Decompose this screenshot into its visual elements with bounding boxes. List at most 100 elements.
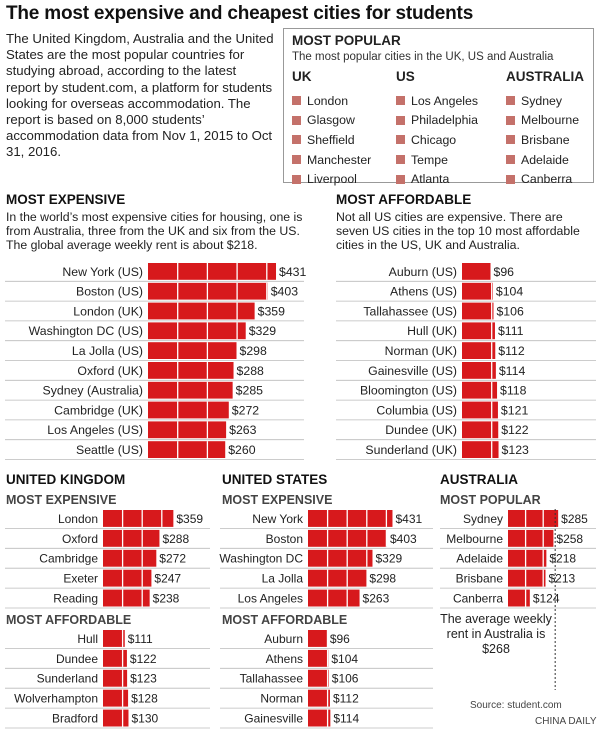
value-label: $122 — [130, 652, 157, 666]
bar — [103, 529, 160, 547]
value-label: $272 — [159, 552, 186, 566]
category-label: Tallahassee (US) — [363, 304, 457, 318]
category-label: Oxford (UK) — [77, 364, 143, 378]
popular-city: Melbourne — [506, 111, 584, 131]
category-label: Cambridge (UK) — [54, 403, 143, 417]
category-label: Hull — [77, 632, 98, 646]
value-label: $124 — [533, 592, 560, 606]
value-label: $96 — [330, 632, 350, 646]
most-popular-subtitle: The most popular cities in the UK, US an… — [292, 51, 554, 63]
category-label: Reading — [53, 592, 98, 606]
value-label: $128 — [131, 692, 158, 706]
popular-city: Glasgow — [292, 111, 371, 131]
square-icon — [292, 115, 301, 125]
category-label: Dundee — [56, 652, 98, 666]
value-label: $123 — [502, 443, 530, 457]
uk-expensive-title: MOST EXPENSIVE — [6, 493, 117, 507]
value-label: $359 — [258, 304, 286, 318]
category-label: Cambridge — [39, 552, 98, 566]
category-label: Los Angeles (US) — [47, 423, 143, 437]
square-icon — [292, 96, 301, 106]
popular-city: Sheffield — [292, 130, 371, 150]
category-label: London — [58, 512, 98, 526]
category-label: Wolverhampton — [14, 692, 98, 706]
value-label: $104 — [331, 652, 358, 666]
category-label: Sunderland — [37, 672, 98, 686]
value-label: $263 — [229, 423, 257, 437]
bar — [148, 381, 233, 399]
category-label: Boston — [266, 532, 303, 546]
popular-column-head: US — [396, 69, 415, 84]
popular-column-australia: AUSTRALIA Sydney Melbourne Brisbane Adel… — [506, 69, 584, 189]
value-label: $213 — [548, 572, 575, 586]
category-label: Bloomington (US) — [360, 384, 457, 398]
square-icon — [396, 155, 405, 165]
value-label: $285 — [561, 512, 588, 526]
value-label: $121 — [501, 403, 529, 417]
square-icon — [292, 174, 301, 184]
us-title: UNITED STATES — [222, 472, 328, 487]
popular-city: Sydney — [506, 91, 584, 111]
popular-column-uk: UK London Glasgow Sheffield Manchester L… — [292, 69, 371, 189]
value-label: $403 — [390, 532, 417, 546]
category-label: Adelaide — [456, 552, 503, 566]
category-label: New York — [252, 512, 304, 526]
square-icon — [396, 174, 405, 184]
category-label: Athens (US) — [390, 285, 457, 299]
category-label: Washington DC (US) — [29, 324, 143, 338]
uk-title: UNITED KINGDOM — [6, 472, 126, 487]
value-label: $431 — [395, 512, 422, 526]
popular-city: Tempe — [396, 150, 478, 170]
value-label: $329 — [375, 552, 402, 566]
popular-column-head: UK — [292, 69, 312, 84]
value-label: $238 — [153, 592, 180, 606]
value-label: $260 — [228, 443, 256, 457]
popular-column-head: AUSTRALIA — [506, 69, 584, 84]
bar — [308, 569, 367, 587]
popular-city: Liverpool — [292, 169, 371, 189]
value-label: $114 — [499, 364, 526, 378]
bar — [462, 381, 498, 399]
bar — [462, 322, 495, 340]
bar — [462, 263, 491, 280]
most-affordable-subtitle: Not all US cities are expensive. There a… — [336, 210, 580, 252]
most-expensive-title: MOST EXPENSIVE — [6, 192, 126, 207]
popular-city: Los Angeles — [396, 91, 478, 111]
bar — [308, 709, 331, 727]
bar — [308, 649, 329, 667]
most-popular-title: MOST POPULAR — [292, 33, 401, 48]
most-expensive-subtitle: In the world’s most expensive cities for… — [6, 210, 303, 252]
popular-city: London — [292, 91, 371, 111]
value-label: $106 — [496, 304, 524, 318]
value-label: $96 — [494, 265, 515, 279]
bar — [508, 529, 554, 547]
category-label: Gainesville — [244, 712, 303, 726]
bar — [148, 302, 255, 320]
bar — [308, 549, 373, 567]
bar — [103, 649, 127, 667]
value-label: $359 — [176, 512, 203, 526]
category-label: Boston (US) — [76, 285, 143, 299]
bar — [462, 441, 499, 458]
bar — [462, 342, 496, 359]
bar — [103, 709, 129, 727]
bar — [508, 549, 547, 567]
square-icon — [506, 174, 515, 184]
bar — [103, 669, 128, 687]
bar — [103, 549, 157, 567]
category-label: Los Angeles — [238, 592, 303, 606]
bar — [148, 342, 237, 359]
popular-city: Brisbane — [506, 130, 584, 150]
category-label: Columbia (US) — [376, 403, 457, 417]
category-label: Sydney (Australia) — [43, 384, 143, 398]
value-label: $263 — [363, 592, 390, 606]
bar — [462, 302, 494, 320]
category-label: Bradford — [52, 712, 98, 726]
square-icon — [506, 135, 515, 145]
value-label: $272 — [232, 403, 260, 417]
value-label: $118 — [500, 384, 527, 398]
bar — [148, 263, 277, 280]
bar — [308, 510, 393, 527]
value-label: $298 — [240, 344, 268, 358]
australia-average-note: The average weekly rent in Australia is … — [440, 612, 552, 656]
